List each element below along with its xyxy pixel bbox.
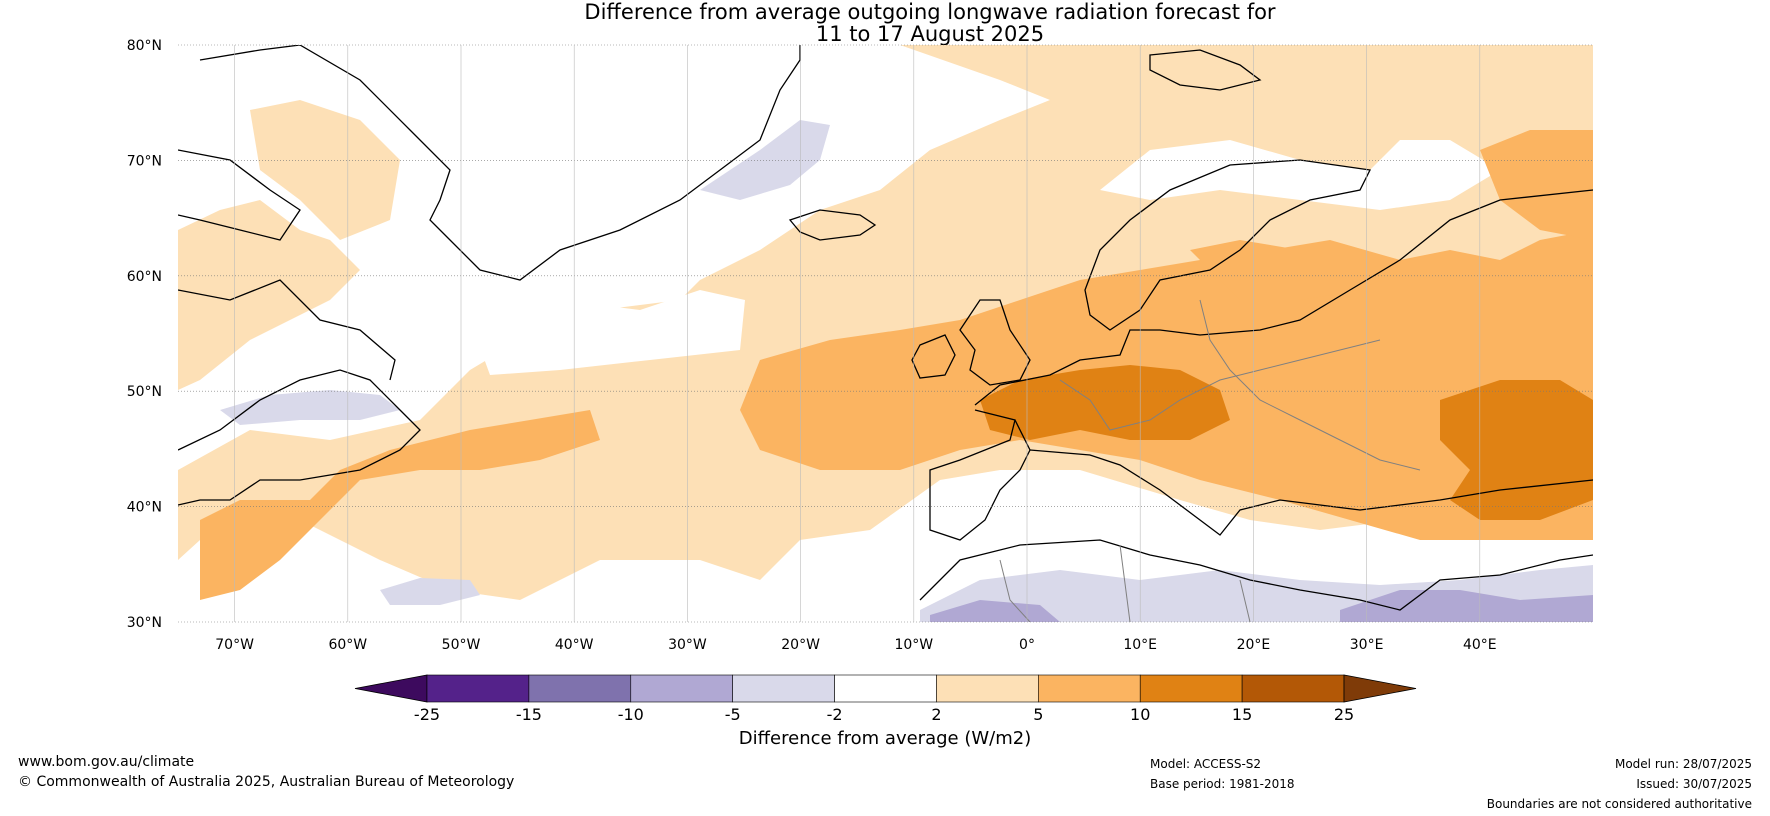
borders-eastern-europe (1199, 299, 1421, 471)
anomaly-band-minus2-minus5-labrador (220, 390, 400, 425)
anomaly-band-neutral-gap-1 (470, 290, 745, 375)
model-run-label: Model run: 28/07/2025 (1614, 757, 1752, 771)
labrador-coastline (178, 279, 396, 381)
latitude-labels: 80°N 70°N 60°N 50°N 40°N 30°N (127, 38, 162, 631)
map-plot-area (178, 44, 1593, 623)
model-label: Model: ACCESS-S2 (1150, 757, 1262, 771)
colorbar-tick-label: 2 (931, 705, 941, 724)
anomaly-band-2-5-west (178, 200, 360, 390)
graticule (178, 44, 1593, 623)
longitude-label: 60°W (328, 637, 367, 653)
anomaly-band-10-15-east (1440, 380, 1593, 520)
longitude-label: 50°W (442, 637, 481, 653)
longitude-label: 40°E (1463, 637, 1497, 653)
country-borders (999, 299, 1421, 622)
anomaly-band-5-10-northeast (1480, 130, 1593, 240)
longitude-label: 40°W (555, 637, 594, 653)
latitude-label: 80°N (127, 38, 162, 54)
anomaly-band-minus2-minus5-greenland-sea (700, 120, 830, 200)
colorbar-tick-label: -10 (618, 705, 644, 724)
colorbar-segment (936, 674, 1039, 703)
anomaly-band-2-5-greenland (250, 100, 400, 240)
iceland-coastline (788, 209, 877, 241)
borders-central-europe (1059, 339, 1381, 431)
longitude-label: 0° (1019, 637, 1035, 653)
colorbar-segment (1038, 674, 1141, 703)
colorbar-tick-label: 25 (1334, 705, 1354, 724)
colorbar-segment (1139, 674, 1243, 703)
svalbard-coastline (1149, 49, 1262, 91)
colorbar-tick-label: -15 (516, 705, 542, 724)
colorbar-extend-high (1343, 674, 1417, 703)
anomaly-band-minus2-minus5-atlantic (380, 578, 480, 605)
baffin-coastline (178, 149, 301, 241)
borders-north-africa (999, 544, 1251, 622)
longitude-label: 10°W (894, 637, 933, 653)
greenland-coastline (199, 45, 801, 281)
colorbar-segment (630, 674, 733, 703)
colorbar-label: Difference from average (W/m2) (739, 728, 1031, 749)
longitude-label: 20°W (781, 637, 820, 653)
map-title-line1: Difference from average outgoing longwav… (584, 0, 1276, 24)
anomaly-band-5-10-atlantic (200, 410, 600, 600)
british-isles-coastline (959, 299, 1031, 386)
anomaly-band-neutral-gap-3 (1100, 140, 1500, 210)
anomaly-band-minus5-minus10-east (1340, 590, 1593, 622)
coastlines (178, 45, 1593, 611)
colorbar-segment (528, 674, 632, 703)
copyright-notice: © Commonwealth of Australia 2025, Austra… (18, 774, 515, 790)
longitude-label: 20°E (1237, 637, 1271, 653)
anomaly-band-5-10-scandinavia (1190, 240, 1400, 300)
anomaly-shading (178, 45, 1593, 622)
colorbar-tick-label: -5 (725, 705, 741, 724)
base-period-label: Base period: 1981-2018 (1150, 777, 1295, 791)
scandinavia-coastline (1084, 159, 1371, 331)
issued-label: Issued: 30/07/2025 (1636, 777, 1752, 791)
colorbar-segment (732, 674, 835, 703)
latitude-label: 40°N (127, 500, 162, 516)
colorbar-tick-label: 5 (1033, 705, 1043, 724)
colorbar: -25 -15 -10 -5 -2 2 5 10 15 25 (354, 674, 1417, 724)
mediterranean-coastline (1029, 449, 1593, 536)
colorbar-extend-low (354, 674, 428, 703)
colorbar-segment (834, 674, 937, 703)
north-america-coastline (178, 369, 421, 506)
europe-mainland-coastline (974, 189, 1593, 406)
colorbar-segment (1241, 674, 1345, 703)
iberia-coastline (929, 409, 1031, 541)
ireland-coastline (911, 334, 956, 379)
anomaly-band-minus5-minus10-north-africa (930, 600, 1060, 622)
latitude-label: 30°N (127, 615, 162, 631)
latitude-label: 70°N (127, 153, 162, 169)
longitude-label: 30°W (668, 637, 707, 653)
latitude-label: 60°N (127, 269, 162, 285)
longitude-labels: 70°W 60°W 50°W 40°W 30°W 20°W 10°W 0° 10°E 20°E 30… (215, 637, 1496, 653)
colorbar-tick-label: 15 (1232, 705, 1252, 724)
disclaimer-label: Boundaries are not considered authoritat… (1486, 797, 1752, 811)
colorbar-tick-label: -25 (414, 705, 440, 724)
longitude-label: 10°E (1123, 637, 1157, 653)
anomaly-band-10-15-central-europe (980, 365, 1230, 440)
latitude-label: 50°N (127, 384, 162, 400)
colorbar-tick-label: 10 (1130, 705, 1150, 724)
colorbar-segment (426, 674, 530, 703)
website-link[interactable]: www.bom.gov.au/climate (18, 754, 195, 770)
map-title-line2: 11 to 17 August 2025 (815, 22, 1045, 46)
north-africa-coastline (919, 539, 1593, 611)
longitude-label: 70°W (215, 637, 254, 653)
longitude-label: 30°E (1350, 637, 1384, 653)
colorbar-tick-label: -2 (827, 705, 843, 724)
